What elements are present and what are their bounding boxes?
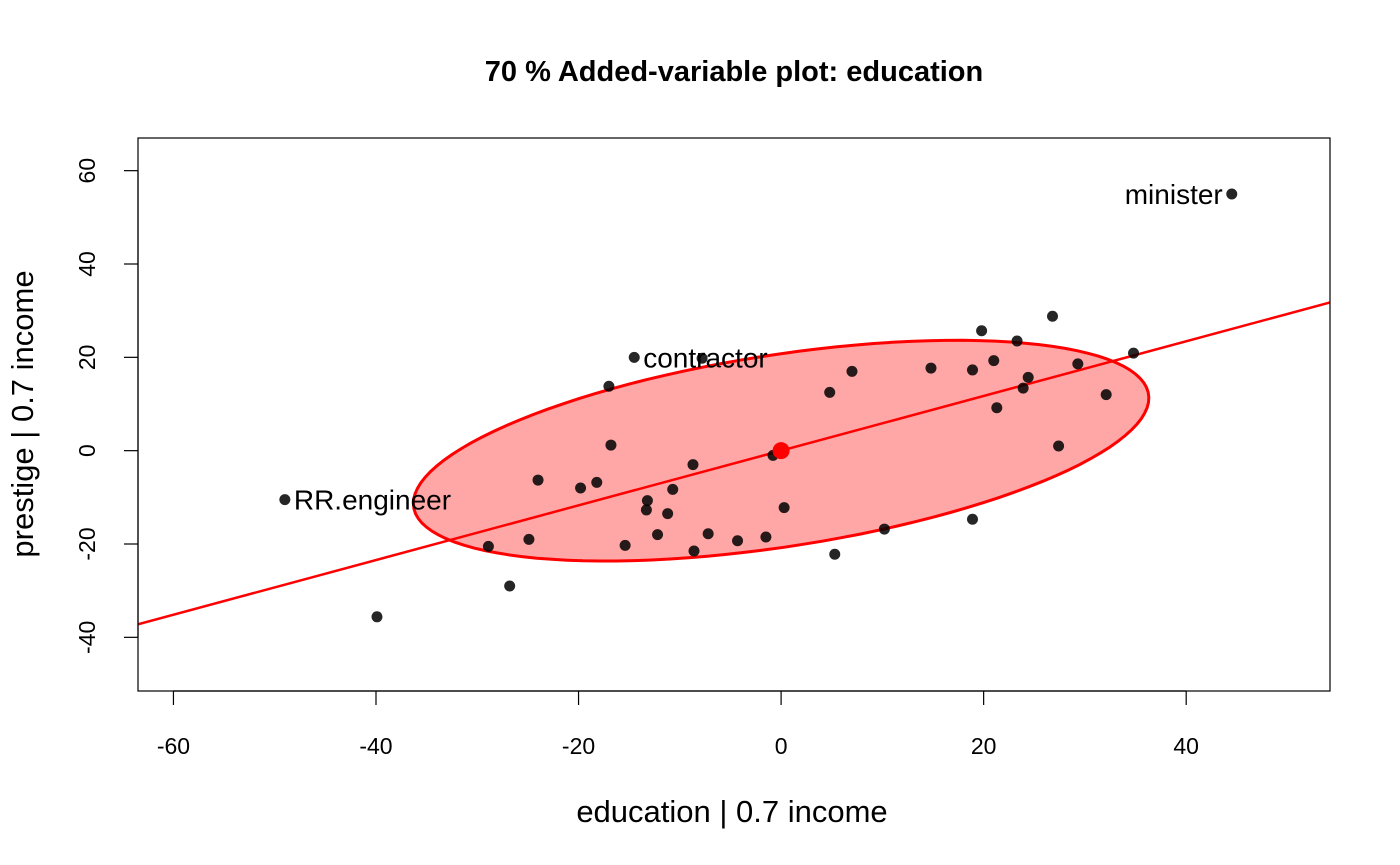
x-axis-label: education | 0.7 income bbox=[576, 794, 887, 829]
data-point bbox=[619, 539, 631, 551]
data-point bbox=[967, 364, 979, 376]
data-point bbox=[925, 362, 937, 374]
y-tick-label: 20 bbox=[74, 345, 100, 371]
y-tick-label: 40 bbox=[74, 251, 100, 277]
data-points bbox=[279, 188, 1238, 623]
point-label: RR.engineer bbox=[294, 485, 451, 516]
x-tick-label: 0 bbox=[775, 733, 788, 759]
data-point bbox=[640, 504, 652, 516]
data-point bbox=[988, 355, 1000, 367]
data-point bbox=[1017, 382, 1029, 394]
data-point bbox=[1011, 335, 1023, 347]
plot-content bbox=[138, 188, 1330, 626]
centroid-point bbox=[772, 442, 790, 460]
x-tick-label: 20 bbox=[971, 733, 997, 759]
data-point bbox=[628, 351, 640, 363]
data-point bbox=[702, 528, 714, 540]
data-point bbox=[829, 548, 841, 560]
data-point bbox=[662, 508, 674, 520]
data-point bbox=[532, 474, 544, 486]
data-point bbox=[1100, 389, 1112, 401]
data-point bbox=[641, 495, 653, 507]
y-tick-label: 0 bbox=[74, 444, 100, 457]
data-point bbox=[688, 545, 700, 557]
data-point bbox=[371, 611, 383, 623]
data-point bbox=[991, 402, 1003, 414]
point-label: contractor bbox=[643, 342, 768, 373]
data-point bbox=[482, 540, 494, 552]
data-point bbox=[1226, 188, 1238, 200]
data-point bbox=[1022, 371, 1034, 383]
data-point bbox=[667, 483, 679, 495]
data-point bbox=[1128, 347, 1140, 359]
data-point bbox=[696, 352, 708, 364]
data-point bbox=[603, 380, 615, 392]
data-point bbox=[778, 502, 790, 514]
y-tick-label: -20 bbox=[74, 527, 100, 560]
data-point bbox=[605, 439, 617, 451]
data-point bbox=[1072, 358, 1084, 370]
data-point bbox=[760, 531, 772, 543]
data-point bbox=[279, 494, 291, 506]
y-axis-label: prestige | 0.7 income bbox=[5, 270, 40, 557]
point-labels: minister RR.engineer contractor bbox=[294, 179, 1223, 516]
data-point bbox=[687, 459, 699, 471]
x-tick-label: -20 bbox=[562, 733, 595, 759]
data-point bbox=[652, 529, 664, 541]
data-point bbox=[967, 513, 979, 525]
data-point bbox=[1053, 440, 1065, 452]
chart-title: 70 % Added-variable plot: education bbox=[485, 56, 983, 88]
data-point bbox=[523, 533, 535, 545]
data-point bbox=[732, 535, 744, 547]
y-tick-label: -40 bbox=[74, 621, 100, 654]
y-tick-label: 60 bbox=[74, 158, 100, 184]
data-point bbox=[846, 365, 858, 377]
data-point bbox=[824, 386, 836, 398]
x-tick-label: -40 bbox=[359, 733, 392, 759]
data-point bbox=[591, 476, 603, 488]
x-tick-label: -60 bbox=[157, 733, 190, 759]
data-point bbox=[878, 523, 890, 535]
x-axis: -60 -40 -20 0 20 40 bbox=[157, 690, 1199, 759]
data-point bbox=[1047, 310, 1059, 322]
x-tick-label: 40 bbox=[1173, 733, 1199, 759]
point-label: minister bbox=[1125, 179, 1223, 210]
data-point bbox=[976, 325, 988, 337]
data-point bbox=[504, 580, 516, 592]
data-point bbox=[575, 482, 587, 494]
y-axis: -40 -20 0 20 40 60 bbox=[74, 158, 139, 654]
